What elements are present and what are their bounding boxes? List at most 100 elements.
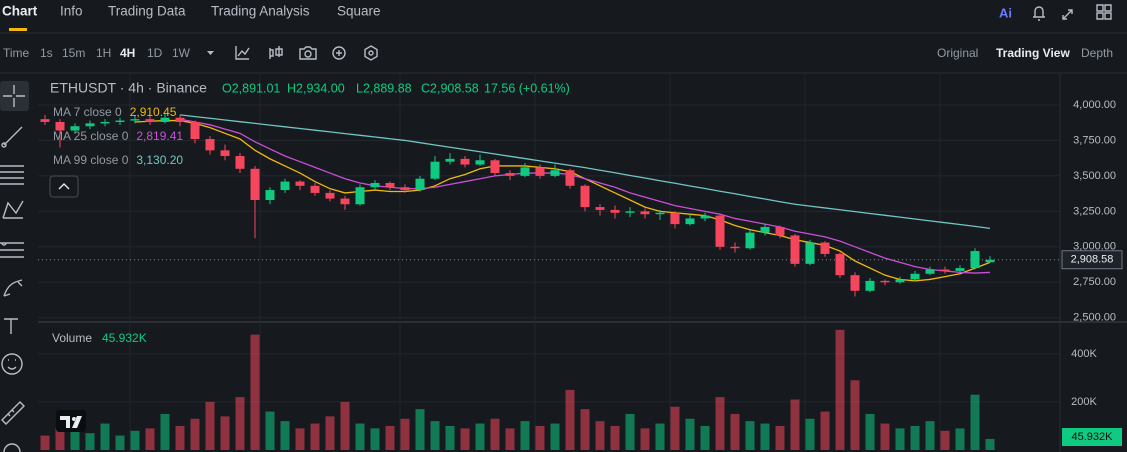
- volume-bar: [580, 409, 590, 450]
- volume-bar: [685, 418, 695, 450]
- candle-body: [925, 269, 935, 274]
- y-tick-label: 4,000.00: [1073, 99, 1116, 111]
- bell-icon[interactable]: [1033, 6, 1045, 21]
- interval[interactable]: 1s: [40, 46, 53, 60]
- volume-bar: [550, 423, 560, 450]
- logo-bg: [56, 410, 86, 432]
- candle-body: [280, 181, 290, 191]
- view-option[interactable]: Original: [937, 46, 978, 60]
- view-option[interactable]: Depth: [1081, 46, 1113, 60]
- candle-body: [565, 170, 575, 186]
- interval-label: Time: [3, 46, 30, 60]
- nav-tab[interactable]: Trading Data: [108, 4, 186, 19]
- candle-body: [70, 126, 80, 131]
- expand-icon[interactable]: [1062, 9, 1073, 20]
- brush-tool[interactable]: [3, 279, 23, 297]
- volume-bar: [895, 428, 905, 450]
- screenshot-icon[interactable]: [299, 46, 317, 60]
- add-icon[interactable]: [332, 46, 346, 60]
- ma-legend-name: MA 99 close 0: [53, 153, 129, 167]
- volume-bar: [295, 428, 305, 450]
- candle-body: [685, 218, 695, 225]
- candle-body: [340, 198, 350, 205]
- volume-bar: [250, 334, 260, 450]
- volume-bar: [460, 428, 470, 450]
- indicator-icon[interactable]: [235, 46, 250, 60]
- emoji-tool[interactable]: [1, 353, 23, 375]
- nav-tab[interactable]: Square: [337, 4, 381, 19]
- crosshair-tool[interactable]: [3, 85, 25, 107]
- view-option[interactable]: Trading View: [996, 46, 1070, 60]
- volume-bar: [415, 409, 425, 450]
- candle-body: [505, 173, 515, 176]
- volume-bar: [160, 413, 170, 450]
- grid-icon[interactable]: [1096, 4, 1112, 20]
- volume-bar: [625, 413, 635, 450]
- interval[interactable]: 1D: [147, 46, 163, 60]
- nav-tab[interactable]: Info: [60, 4, 83, 19]
- logo-mark: [60, 416, 82, 428]
- volume-bar: [115, 435, 125, 450]
- candle-body: [385, 182, 395, 188]
- interval[interactable]: 4H: [120, 46, 135, 60]
- text-tool[interactable]: [4, 318, 18, 334]
- volume-bar: [820, 411, 830, 450]
- candle-body: [85, 123, 95, 127]
- collapse-button[interactable]: [49, 175, 79, 198]
- volume-bar: [655, 423, 665, 450]
- nav-tab[interactable]: Chart: [2, 4, 38, 19]
- candle-body: [265, 190, 275, 200]
- settings-icon[interactable]: [364, 45, 378, 61]
- volume-bar: [610, 425, 620, 450]
- volume-bar: [940, 430, 950, 450]
- candle-body: [865, 280, 875, 291]
- candle-body: [115, 120, 125, 122]
- volume-current: 45.932K: [102, 331, 147, 345]
- volume-bar: [475, 423, 485, 450]
- volume-bar: [430, 421, 440, 450]
- ma-legend-value: 2,910.45: [130, 105, 177, 119]
- candle-body: [790, 235, 800, 264]
- ohlc-high: H2,934.00: [287, 81, 345, 95]
- projection-tool[interactable]: [0, 242, 24, 258]
- interval[interactable]: 1W: [172, 46, 191, 60]
- candle-body: [745, 232, 755, 249]
- volume-bar: [805, 418, 815, 450]
- candle-body: [910, 273, 920, 280]
- volume-bar: [355, 423, 365, 450]
- volume-bar: [40, 435, 50, 450]
- line-tool[interactable]: [1, 126, 23, 148]
- candle-body: [985, 259, 995, 263]
- y-tick-label: 2,750.00: [1073, 276, 1116, 288]
- measure-tool[interactable]: [1, 401, 25, 425]
- candle-body: [805, 242, 815, 264]
- interval[interactable]: 1H: [96, 46, 111, 60]
- volume-bar: [175, 425, 185, 450]
- volume-bar: [835, 329, 845, 450]
- ma-line: [179, 114, 991, 229]
- candle-body: [40, 119, 50, 122]
- zoom-tool[interactable]: [3, 443, 21, 452]
- candle-body: [310, 185, 320, 193]
- ohlc-close: C2,908.58: [421, 81, 479, 95]
- ohlc-change: 17.56 (+0.61%): [484, 81, 570, 95]
- fib-tool[interactable]: [0, 165, 24, 185]
- nav-tab[interactable]: Trading Analysis: [211, 4, 310, 19]
- candle-body: [670, 212, 680, 225]
- candle-body: [595, 207, 605, 210]
- volume-bar: [55, 428, 65, 450]
- candle-type-icon[interactable]: [269, 46, 283, 59]
- volume-bar: [715, 397, 725, 450]
- interval[interactable]: 15m: [62, 46, 85, 60]
- volume-bar: [340, 401, 350, 450]
- candle-body: [715, 215, 725, 247]
- pattern-tool[interactable]: [2, 200, 24, 219]
- dropdown-arrow[interactable]: [207, 51, 214, 55]
- candle-body: [250, 168, 260, 200]
- volume-bar: [760, 423, 770, 450]
- ai-button[interactable]: Ai: [999, 5, 1012, 20]
- volume-bar: [595, 421, 605, 450]
- volume-bar: [565, 389, 575, 450]
- candle-body: [955, 268, 965, 271]
